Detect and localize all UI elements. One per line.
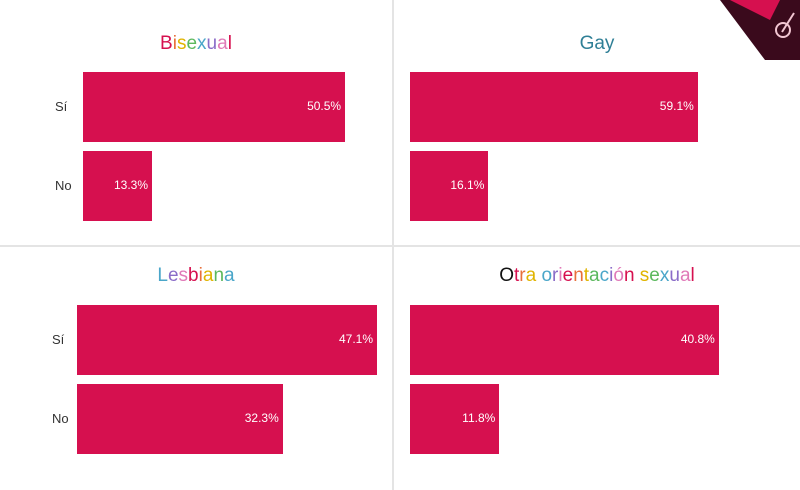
chart-panel: Otra orientación sexual 40.8% 11.8% <box>394 247 800 490</box>
chart-panel: Gay 59.1% 16.1% <box>394 0 800 243</box>
value-label: 59.1% <box>659 99 694 113</box>
bar: 50.5% <box>83 72 346 142</box>
horizontal-divider <box>0 245 800 247</box>
category-label: No <box>55 178 72 193</box>
chart-title: Bisexual <box>160 33 232 54</box>
value-label: 47.1% <box>338 332 374 346</box>
bar: 32.3% <box>77 384 283 454</box>
bar: 47.1% <box>77 305 378 375</box>
value-label: 50.5% <box>307 99 342 113</box>
category-label: Sí <box>52 332 65 347</box>
category-label: Sí <box>55 99 68 114</box>
bar: 59.1% <box>410 72 698 142</box>
chart-panel: Bisexual Sí 50.5% No 13.3% <box>0 0 392 243</box>
value-label: 16.1% <box>450 178 485 192</box>
value-label: 11.8% <box>462 411 496 425</box>
bar: 16.1% <box>410 151 489 221</box>
value-label: 13.3% <box>113 178 149 192</box>
chart-title: Otra orientación sexual <box>499 265 695 286</box>
logo-icon <box>720 0 800 60</box>
chart-title: Lesbiana <box>157 265 235 286</box>
chart-title: Gay <box>579 33 615 54</box>
value-label: 40.8% <box>680 332 715 346</box>
bar: 13.3% <box>83 151 153 221</box>
bar: 40.8% <box>410 305 719 375</box>
value-label: 32.3% <box>244 411 279 425</box>
chart-panel: Lesbiana Sí 47.1% No 32.3% <box>0 247 392 490</box>
bar: 11.8% <box>410 384 500 454</box>
category-label: No <box>52 411 69 426</box>
